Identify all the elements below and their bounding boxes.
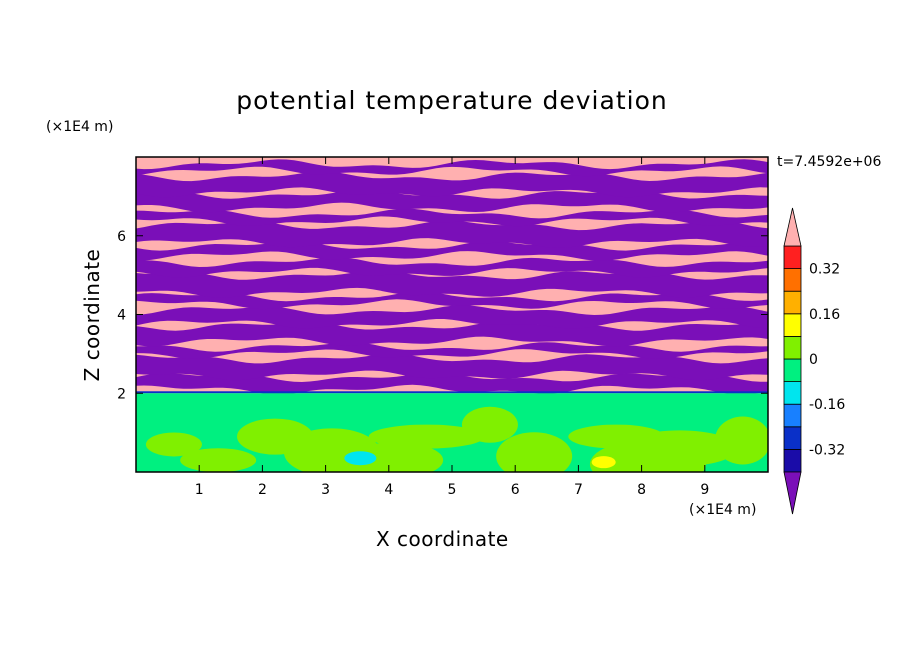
colorbar-extend-max [783, 207, 802, 247]
x-axis-unit: (×1E4 m) [689, 502, 757, 518]
colorbar-swatch [783, 426, 802, 450]
interface-layer [136, 391, 768, 394]
cool-spot [344, 451, 377, 466]
cold-band [136, 257, 768, 278]
cold-band [136, 342, 768, 359]
colorbar-tick-label: -0.16 [809, 397, 845, 413]
warm-spot [591, 456, 616, 469]
mixed-layer-blob [589, 440, 706, 472]
colorbar-swatch [783, 403, 802, 428]
y-tick-label: 6 [117, 229, 126, 245]
cold-band [136, 270, 768, 298]
mixed-layer-blob [180, 448, 257, 472]
cold-band [136, 220, 768, 248]
contour-field [136, 157, 768, 472]
cold-band [136, 159, 768, 177]
cold-band [136, 353, 768, 381]
colorbar-tick-label: 0 [809, 352, 818, 368]
colorbar-swatch [783, 448, 802, 473]
mixed-layer-blob [145, 432, 202, 457]
axes: 1 2 3 4 5 6 7 8 9 2 4 6 [117, 157, 768, 498]
x-tick-label: 5 [448, 482, 457, 498]
mixed-layer-blob [461, 406, 518, 443]
x-axis-label: X coordinate [376, 527, 509, 551]
time-label: t=7.4592e+06 [777, 154, 882, 170]
colorbar-swatch [783, 290, 802, 315]
colorbar-swatch [783, 358, 802, 383]
mixed-layer-blob [496, 432, 573, 472]
mixed-layer-blob [347, 442, 444, 472]
colorbar-swatch [783, 313, 802, 337]
colorbar-swatch [783, 381, 802, 405]
cold-band [136, 171, 768, 198]
mixed-layer-blob [714, 416, 768, 465]
cold-band [136, 305, 768, 329]
x-tick-label: 1 [195, 482, 204, 498]
colorbar-tick-label: 0.32 [809, 262, 840, 278]
y-tick-label: 4 [117, 308, 126, 324]
colorbar-extend-min [783, 471, 802, 515]
chart-title: potential temperature deviation [236, 86, 668, 115]
cold-band [136, 291, 768, 310]
x-tick-label: 7 [574, 482, 583, 498]
colorbar-swatch [783, 268, 802, 292]
y-tick-label: 2 [117, 386, 126, 402]
x-tick-label: 6 [511, 482, 520, 498]
colorbar-tick-label: 0.16 [809, 307, 840, 323]
colorbar-swatch [783, 245, 802, 270]
x-tick-label: 8 [637, 482, 646, 498]
x-tick-label: 9 [700, 482, 709, 498]
y-axis-unit: (×1E4 m) [46, 119, 114, 135]
x-tick-label: 4 [384, 482, 393, 498]
colorbar: -0.32 -0.16 0 0.16 0.32 [783, 207, 845, 515]
colorbar-swatch [783, 335, 802, 360]
cold-band [136, 372, 768, 395]
x-tick-label: 2 [258, 482, 267, 498]
colorbar-tick-label: -0.32 [809, 442, 845, 458]
cold-band [136, 208, 768, 227]
x-tick-label: 3 [321, 482, 330, 498]
